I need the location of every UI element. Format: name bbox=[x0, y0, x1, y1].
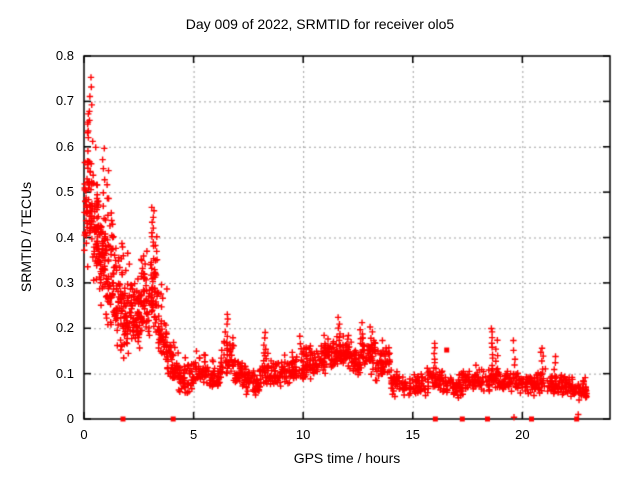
y-tick-label: 0.1 bbox=[55, 365, 74, 381]
y-tick-label: 0.5 bbox=[55, 184, 74, 200]
y-tick-label: 0.4 bbox=[55, 229, 74, 245]
x-tick-label: 15 bbox=[405, 427, 420, 442]
y-tick-label: 0 bbox=[66, 411, 74, 426]
chart-title: Day 009 of 2022, SRMTID for receiver olo… bbox=[185, 16, 455, 32]
y-tick-label: 0.3 bbox=[55, 274, 74, 290]
y-tick-label: 0.8 bbox=[55, 48, 74, 63]
x-tick-label: 20 bbox=[515, 427, 530, 442]
x-tick-label: 5 bbox=[189, 427, 198, 442]
y-tick-label: 0.2 bbox=[55, 320, 74, 336]
x-tick-label: 10 bbox=[295, 427, 311, 442]
y-tick-label: 0.7 bbox=[55, 93, 74, 109]
y-tick-label: 0.6 bbox=[55, 138, 74, 154]
x-tick-label: 0 bbox=[80, 427, 88, 442]
x-axis-title: GPS time / hours bbox=[293, 450, 401, 466]
